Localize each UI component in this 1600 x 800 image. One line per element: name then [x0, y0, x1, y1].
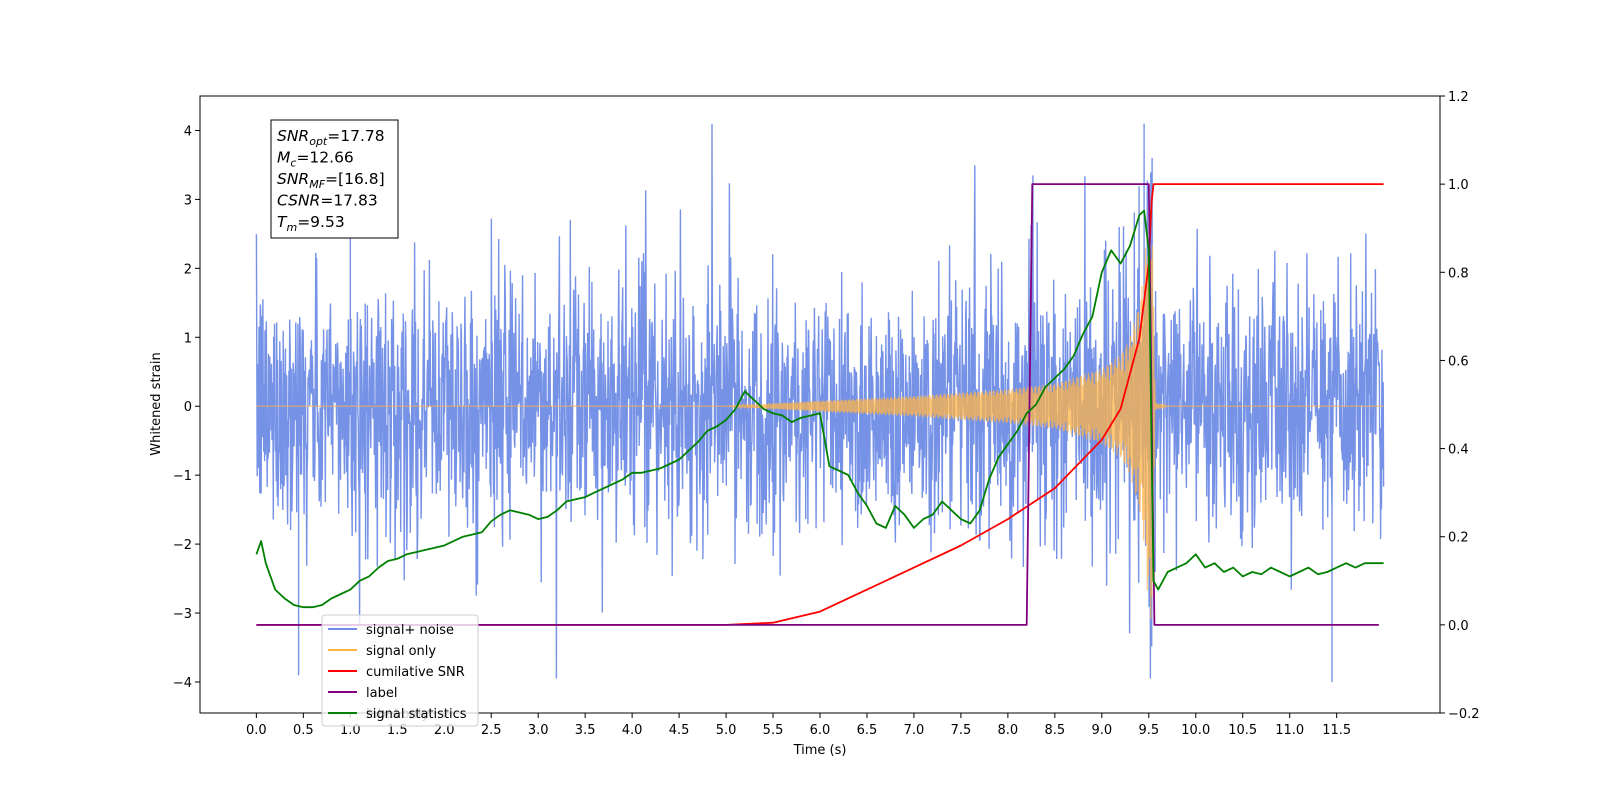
y-tick-label: −2 [173, 538, 192, 553]
info-value: =9.53 [297, 213, 345, 231]
series-layer [255, 123, 1385, 682]
info-line: Tm=9.53 [277, 213, 345, 234]
y-tick-label: 2 [184, 262, 192, 277]
y2-tick-label: 0.2 [1448, 531, 1469, 546]
y2-tick-label: 0.0 [1448, 619, 1469, 634]
y-tick-label: 3 [184, 193, 192, 208]
legend-label: cumilative SNR [366, 665, 465, 680]
x-tick-label: 1.0 [340, 723, 361, 738]
series-signal-noise [255, 123, 1385, 682]
info-box-frame [270, 119, 399, 239]
info-symbol: T [277, 213, 288, 231]
x-tick-label: 8.0 [998, 723, 1019, 738]
x-tick-label: 5.0 [716, 723, 737, 738]
x-tick-label: 4.0 [622, 723, 643, 738]
info-value: =17.83 [320, 192, 377, 210]
info-subscript: opt [309, 135, 328, 148]
y-tick-label: −1 [173, 469, 192, 484]
x-tick-label: 9.5 [1138, 723, 1159, 738]
y2-tick-label: 0.4 [1448, 443, 1469, 458]
x-tick-label: 6.0 [810, 723, 831, 738]
y-tick-label: 1 [184, 331, 192, 346]
info-value: =[16.8] [325, 170, 385, 188]
x-tick-label: 6.5 [857, 723, 878, 738]
legend-frame [321, 614, 479, 727]
x-tick-label: 0.0 [246, 723, 267, 738]
info-box: SNRopt=17.78Mc=12.66SNRMF=[16.8]CSNR=17.… [270, 119, 399, 239]
x-tick-label: 3.0 [528, 723, 549, 738]
x-tick-label: 7.5 [951, 723, 972, 738]
y2-tick-label: 0.6 [1448, 354, 1469, 369]
info-symbol: M [277, 149, 290, 167]
x-tick-label: 7.0 [904, 723, 925, 738]
y2-tick-label: 0.8 [1448, 266, 1469, 281]
x-tick-label: 4.5 [669, 723, 690, 738]
x-axis: 0.0 0.5 1.0 1.5 2.0 2.5 3.0 3.5 4.0 4.5 5.0 5.5 6.0 6… [246, 713, 1351, 738]
info-symbol: SNR [277, 170, 309, 188]
info-value: =17.78 [327, 127, 384, 145]
y-tick-label: 0 [184, 400, 192, 415]
y-axis-label: Whitened strain [149, 352, 164, 455]
info-symbol: SNR [277, 127, 309, 145]
x-axis-label: Time (s) [793, 743, 847, 758]
info-subscript: m [286, 221, 297, 234]
legend-label: signal+ noise [366, 623, 454, 638]
x-tick-label: 10.0 [1181, 723, 1210, 738]
info-line: SNRMF=[16.8] [277, 170, 385, 191]
y-tick-label: −4 [173, 676, 192, 691]
x-tick-label: 9.0 [1091, 723, 1112, 738]
y-tick-label: 4 [184, 124, 192, 139]
x-tick-label: 0.5 [293, 723, 314, 738]
info-line: CSNR=17.83 [277, 192, 378, 210]
x-tick-label: 11.0 [1275, 723, 1304, 738]
x-tick-label: 5.5 [763, 723, 784, 738]
series-label [256, 183, 1379, 626]
x-tick-label: 2.5 [481, 723, 502, 738]
info-subscript: MF [309, 178, 325, 191]
series-signal-statistics [255, 209, 1384, 609]
x-tick-label: 11.5 [1322, 723, 1351, 738]
y-axis-right: −0.2 0.0 0.2 0.4 0.6 0.8 1.0 1.2 [1440, 90, 1480, 722]
legend-label: label [366, 686, 397, 701]
y-axis-left: −4 −3 −2 −1 0 1 2 3 4 [173, 124, 200, 691]
info-subscript: c [290, 157, 296, 170]
legend: label only signal+ noise signal only cumila… [321, 614, 479, 727]
series-signal-only [256, 199, 1384, 620]
x-tick-label: 10.5 [1228, 723, 1257, 738]
legend-label: signal statistics [366, 707, 467, 722]
y2-tick-label: −0.2 [1448, 707, 1480, 722]
x-tick-label: 2.0 [434, 723, 455, 738]
info-value: =12.66 [296, 149, 353, 167]
x-tick-label: 8.5 [1045, 723, 1066, 738]
x-tick-label: 1.5 [387, 723, 408, 738]
x-tick-label: 3.5 [575, 723, 596, 738]
y2-tick-label: 1.0 [1448, 178, 1469, 193]
legend-ghost-text: label only [366, 707, 429, 722]
info-symbol: CSNR [277, 192, 320, 210]
y2-tick-label: 1.2 [1448, 90, 1469, 105]
y-tick-label: −3 [173, 607, 192, 622]
legend-label: signal only [366, 644, 436, 659]
info-line: Mc=12.66 [277, 149, 354, 170]
info-line: SNRopt=17.78 [277, 127, 385, 148]
